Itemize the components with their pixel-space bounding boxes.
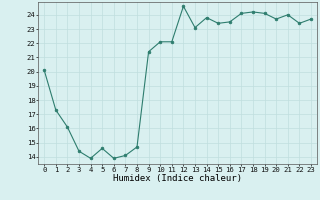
X-axis label: Humidex (Indice chaleur): Humidex (Indice chaleur) xyxy=(113,174,242,183)
